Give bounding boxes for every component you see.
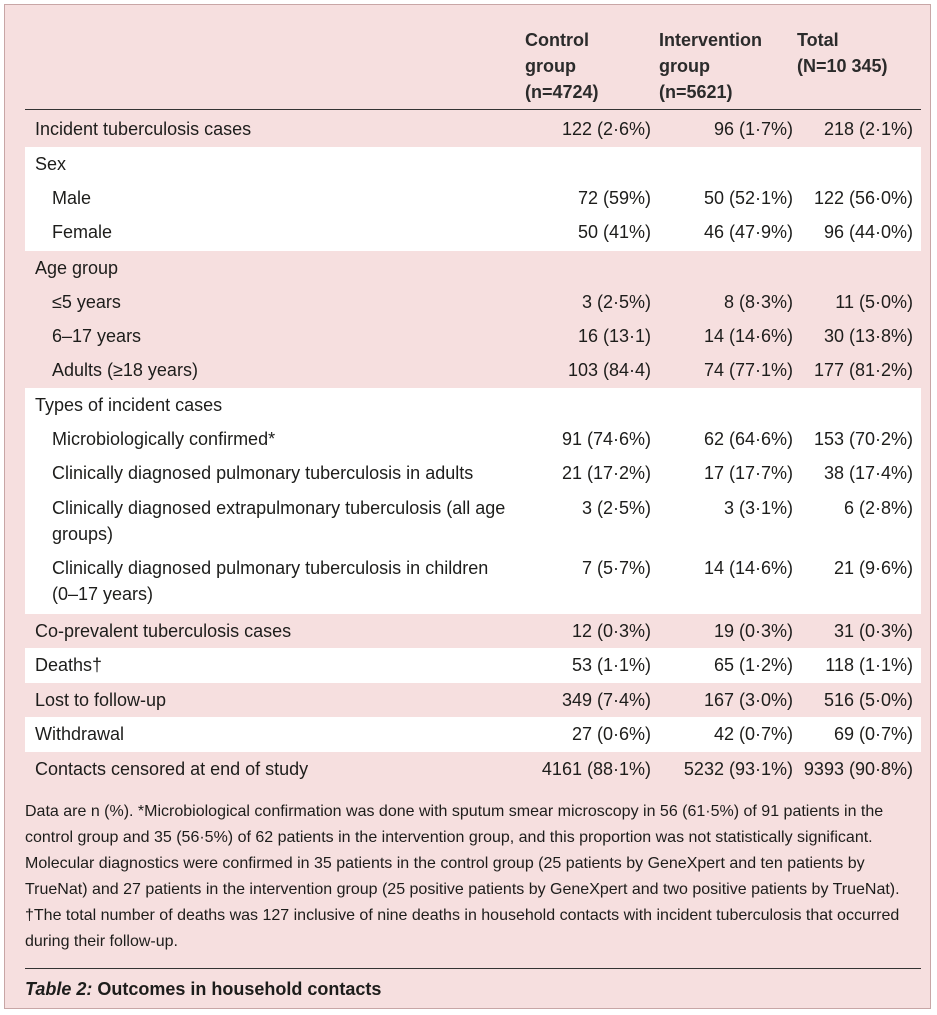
table-caption: Table 2: Outcomes in household contacts — [25, 976, 381, 1002]
table-row-age-le5: ≤5 years 3 (2·5%) 8 (8·3%) 11 (5·0%) — [52, 292, 913, 312]
table-row-clin-pulm-children: Clinically diagnosed pulmonary tuberculo… — [52, 558, 913, 604]
table-row-withdrawal: Withdrawal 27 (0·6%) 42 (0·7%) 69 (0·7%) — [25, 717, 921, 752]
table-row-age-adults: Adults (≥18 years) 103 (84·4) 74 (77·1%)… — [52, 360, 913, 380]
table-row-age-6-17: 6–17 years 16 (13·1) 14 (14·6%) 30 (13·8… — [52, 326, 913, 346]
table-row-incident: Incident tuberculosis cases 122 (2·6%) 9… — [35, 119, 913, 139]
caption-title: Outcomes in household contacts — [92, 979, 382, 999]
table-row-deaths: Deaths† 53 (1·1%) 65 (1·2%) 118 (1·1%) — [25, 648, 921, 683]
section-heading-types: Types of incident cases — [35, 395, 223, 415]
header-total: Total (N=10 345) — [797, 30, 888, 76]
table-row-censored: Contacts censored at end of study 4161 (… — [35, 759, 913, 779]
table-row-female: Female 50 (41%) 46 (47·9%) 96 (44·0%) — [52, 222, 913, 242]
table-frame: Control group (n=4724) Intervention grou… — [4, 4, 931, 1009]
table-row-coprevalent: Co-prevalent tuberculosis cases 12 (0·3%… — [35, 621, 913, 641]
caption-label: Table 2: — [25, 979, 93, 999]
section-heading-sex: Sex — [35, 154, 67, 174]
header-intervention: Intervention group (n=5621) — [659, 30, 763, 102]
table-row-lost: Lost to follow-up 349 (7·4%) 167 (3·0%) … — [35, 690, 913, 710]
section-heading-age: Age group — [35, 258, 119, 278]
table-row-micro: Microbiologically confirmed* 91 (74·6%) … — [52, 429, 913, 449]
caption-divider — [25, 968, 921, 969]
table-band-sex: Sex — [25, 147, 921, 251]
table-row-male: Male 72 (59%) 50 (52·1%) 122 (56·0%) — [52, 188, 913, 208]
table-row-clin-extra: Clinically diagnosed extrapulmonary tube… — [52, 498, 913, 544]
table-row-age-group: Age group — [25, 251, 921, 286]
table-footnote: Data are n (%). *Microbiological confirm… — [25, 803, 900, 950]
table-band-types: Types of incident cases — [25, 388, 921, 614]
header-control: Control group (n=4724) — [525, 30, 599, 102]
table-row-clin-pulm-adults: Clinically diagnosed pulmonary tuberculo… — [52, 463, 913, 483]
table-header: Control group (n=4724) Intervention grou… — [25, 27, 921, 110]
